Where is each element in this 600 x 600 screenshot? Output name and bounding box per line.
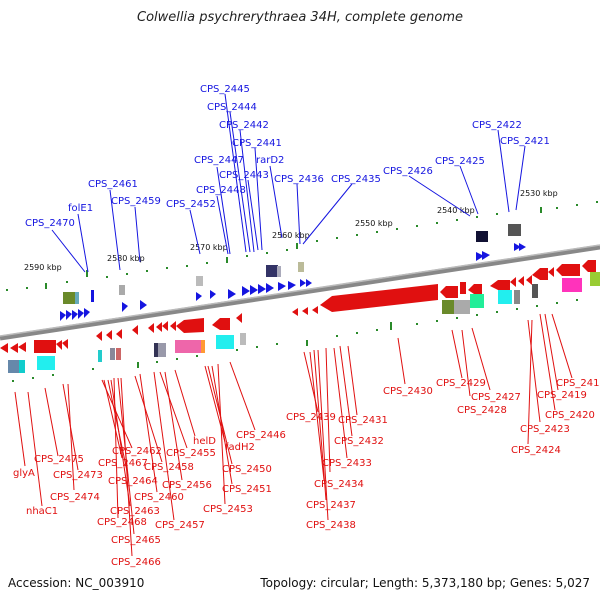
tick-label: 2590 kbp <box>24 263 62 272</box>
gene-label[interactable]: CPS_2451 <box>222 484 272 495</box>
gene-label[interactable]: CPS_2467 <box>98 458 148 469</box>
gene-label[interactable]: CPS_2422 <box>472 120 522 131</box>
gene-label[interactable]: CPS_2432 <box>334 436 384 447</box>
genome-backbone <box>0 244 600 341</box>
gene-label[interactable]: CPS_2434 <box>314 479 364 490</box>
gene-label[interactable]: CPS_2461 <box>88 179 138 190</box>
gene-label[interactable]: CPS_2457 <box>155 520 205 531</box>
gene-label[interactable]: CPS_2444 <box>207 102 257 113</box>
gene-label[interactable]: CPS_2460 <box>134 492 184 503</box>
gene-label[interactable]: CPS_2418 <box>556 378 600 389</box>
gene-label[interactable]: CPS_2450 <box>222 464 272 475</box>
gene-label[interactable]: CPS_2470 <box>25 218 75 229</box>
tick-label: 2540 kbp <box>437 206 475 215</box>
gene-label[interactable]: CPS_2443 <box>219 170 269 181</box>
tick-label: 2560 kbp <box>272 231 310 240</box>
gene-label[interactable]: CPS_2456 <box>162 480 212 491</box>
gene-label[interactable]: CPS_2442 <box>219 120 269 131</box>
gene-label[interactable]: CPS_2423 <box>520 424 570 435</box>
bottom-leader-lines <box>14 313 573 557</box>
gene-label[interactable]: nhaC1 <box>26 506 58 517</box>
gene-label[interactable]: CPS_2438 <box>306 520 356 531</box>
tick-label: 2530 kbp <box>520 189 558 198</box>
top-leader-lines <box>51 93 526 273</box>
gene-label[interactable]: CPS_2465 <box>111 535 161 546</box>
topology-text: Topology: circular; Length: 5,373,180 bp… <box>260 576 590 590</box>
gene-label[interactable]: folE1 <box>68 203 93 214</box>
gene-label[interactable]: CPS_2426 <box>383 166 433 177</box>
gene-label[interactable]: CPS_2474 <box>50 492 100 503</box>
gene-label[interactable]: CPS_2436 <box>274 174 324 185</box>
tick-label: 2570 kbp <box>190 243 228 252</box>
gene-label[interactable]: CPS_2447 <box>194 155 244 166</box>
forward-features <box>63 224 521 304</box>
gene-label[interactable]: CPS_2458 <box>144 462 194 473</box>
gene-label[interactable]: CPS_2464 <box>108 476 158 487</box>
gene-label[interactable]: CPS_2448 <box>196 185 246 196</box>
gene-label[interactable]: CPS_2437 <box>306 500 356 511</box>
gene-label[interactable]: CPS_2427 <box>471 392 521 403</box>
scale-track-top <box>6 201 598 291</box>
reverse-features <box>8 272 600 373</box>
gene-label[interactable]: CPS_2463 <box>110 506 160 517</box>
gene-label[interactable]: CPS_2453 <box>203 504 253 515</box>
gene-label[interactable]: CPS_2475 <box>34 454 84 465</box>
gene-label[interactable]: CPS_2446 <box>236 430 286 441</box>
gene-label[interactable]: CPS_2466 <box>111 557 161 568</box>
gene-label[interactable]: CPS_2468 <box>97 517 147 528</box>
tick-label: 2580 kbp <box>107 254 145 263</box>
map-title: Colwellia psychrerythraea 34H, complete … <box>137 10 463 25</box>
gene-label[interactable]: CPS_2419 <box>537 390 587 401</box>
gene-label[interactable]: CPS_2420 <box>545 410 595 421</box>
gene-label[interactable]: CPS_2428 <box>457 405 507 416</box>
gene-label[interactable]: CPS_2462 <box>112 446 162 457</box>
tick-label: 2550 kbp <box>355 219 393 228</box>
gene-label[interactable]: CPS_2439 <box>286 412 336 423</box>
gene-label[interactable]: CPS_2425 <box>435 156 485 167</box>
forward-genes[interactable] <box>60 243 526 321</box>
gene-label[interactable]: fadH2 <box>225 442 255 453</box>
accession-text: Accession: NC_003910 <box>8 576 145 590</box>
gene-label[interactable]: glyA <box>13 468 35 479</box>
gene-label[interactable]: CPS_2455 <box>166 448 216 459</box>
gene-label[interactable]: CPS_2435 <box>331 174 381 185</box>
gene-label[interactable]: CPS_2431 <box>338 415 388 426</box>
gene-label[interactable]: CPS_2421 <box>500 136 550 147</box>
gene-label[interactable]: rarD2 <box>256 155 284 166</box>
gene-label[interactable]: CPS_2452 <box>166 199 216 210</box>
gene-label[interactable]: CPS_2430 <box>383 386 433 397</box>
gene-label[interactable]: CPS_2441 <box>232 138 282 149</box>
gene-label[interactable]: CPS_2459 <box>111 196 161 207</box>
gene-label[interactable]: CPS_2429 <box>436 378 486 389</box>
gene-label[interactable]: CPS_2445 <box>200 84 250 95</box>
gene-label[interactable]: CPS_2424 <box>511 445 561 456</box>
gene-label[interactable]: helD <box>193 436 216 447</box>
gene-label[interactable]: CPS_2433 <box>322 458 372 469</box>
reverse-genes[interactable] <box>0 260 596 353</box>
gene-label[interactable]: CPS_2473 <box>53 470 103 481</box>
scale-track-bottom <box>12 299 578 382</box>
